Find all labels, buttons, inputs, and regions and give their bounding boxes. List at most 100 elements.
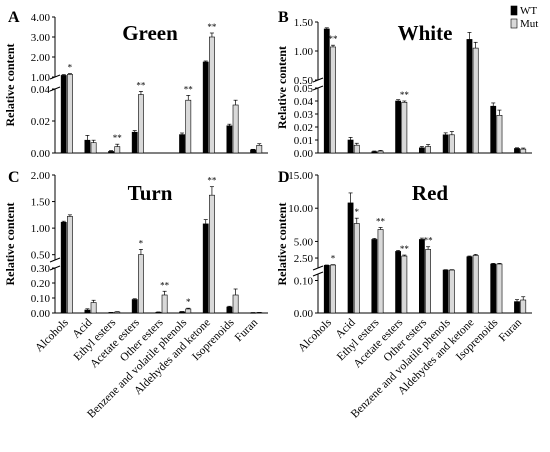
significance-marker: ** [328,34,338,44]
significance-marker: ** [113,133,123,143]
bar-wt [131,299,138,314]
bar-wt [418,239,425,314]
y-tick-label: 0.02 [294,122,313,134]
bar-mut [448,134,455,154]
bar-wt [347,139,354,154]
bar-wt [108,151,114,154]
bar-mut [161,294,168,314]
significance-marker: ** [160,280,170,290]
bar-mut [377,229,384,314]
bar-mut [232,294,239,314]
y-tick-label: 0.50 [294,75,314,87]
y-tick-label: 2.50 [294,253,314,265]
panel-letter-B: B [278,9,289,26]
bar-mut [472,47,479,154]
significance-marker: ** [376,216,386,226]
y-tick-label: 5.00 [294,236,314,248]
panel-title-white: White [398,21,453,45]
bar-mut [353,144,360,154]
bar-wt [226,125,233,154]
y-tick-label: 0.00 [31,308,51,320]
bar-mut [138,94,144,154]
bar-mut [232,104,239,154]
significance-marker: * [139,238,144,248]
bar-wt [323,265,330,314]
y-tick-label: 0.50 [31,250,51,262]
y-tick-label: 0.03 [294,109,314,121]
bar-mut [330,264,336,314]
axis-break-mark-top [312,265,324,271]
y-tick-label: 10.00 [288,203,313,215]
bar-wt [442,269,449,314]
x-category-label: Alcohols [296,316,334,354]
y-tick-label: 0.01 [294,135,313,147]
bar-wt [490,105,497,154]
bar-wt [60,75,67,154]
bar-mut [401,255,408,314]
bar-wt [490,263,497,314]
bar-mut [185,308,192,314]
y-tick-label: 1.00 [31,72,51,84]
significance-marker: ** [424,236,434,246]
bar-wt [179,311,185,314]
bar-wt [250,149,256,154]
significance-marker: ** [207,22,217,32]
bar-mut [67,216,73,314]
axis-break-mark-bottom [312,271,324,277]
x-category-label: Furan [497,316,525,344]
bar-mut [496,115,503,154]
y-tick-label: 0.04 [294,96,314,108]
y-tick-label: 0.10 [294,276,314,288]
y-axis-label: Relative content [3,203,17,286]
significance-marker: * [186,297,191,307]
y-tick-label: 4.00 [31,12,51,24]
significance-marker: ** [400,90,410,100]
panel-title-turn: Turn [128,181,173,205]
x-category-label: Furan [233,316,261,344]
legend-label-wt: WT [520,5,537,17]
bar-mut [138,254,144,314]
bar-mut [496,263,503,314]
bar-mut [425,249,431,314]
axis-break-mark-top [49,257,61,263]
bar-mut [425,146,431,154]
bar-wt [514,148,520,154]
y-tick-label: 0.04 [31,84,51,96]
panel-letter-C: C [8,169,20,186]
legend-label-mut: Mut [520,18,538,30]
bar-wt [466,256,473,314]
y-tick-label: 0.02 [31,116,50,128]
y-axis-label: Relative content [3,44,17,127]
significance-marker: ** [184,84,194,94]
bar-wt [347,202,354,314]
bar-wt [179,134,185,154]
significance-marker: * [331,254,336,264]
bar-mut [114,311,121,314]
bar-wt [323,28,330,154]
bar-wt [442,134,449,154]
bar-wt [202,223,209,314]
bar-mut [520,299,527,314]
significance-marker: * [68,63,73,73]
bar-wt [395,251,402,314]
panel-title-green: Green [122,21,178,45]
y-tick-label: 1.50 [294,17,314,29]
bar-mut [520,148,527,154]
bar-wt [514,301,520,314]
y-tick-label: 1.00 [31,223,51,235]
y-tick-label: 0.30 [31,263,51,275]
bar-mut [67,74,73,154]
panel-title-red: Red [412,181,448,205]
bar-wt [202,61,209,154]
significance-marker: * [355,207,360,217]
bar-mut [90,302,97,314]
y-tick-label: 0.20 [31,278,51,290]
y-axis-label: Relative content [275,203,289,286]
bar-mut [401,102,408,154]
bar-wt [226,306,233,314]
y-tick-label: 15.00 [288,170,313,182]
panel-letter-D: D [278,169,290,186]
bar-mut [209,36,215,154]
bar-mut [209,194,215,314]
